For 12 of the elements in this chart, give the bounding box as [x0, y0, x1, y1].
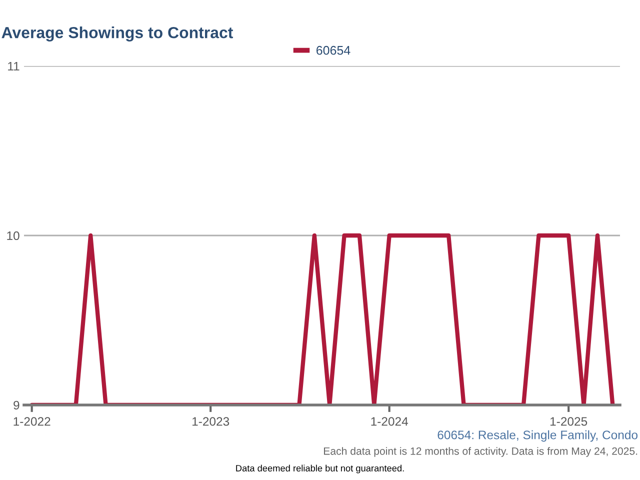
chart-title: Average Showings to Contract — [2, 26, 234, 42]
legend-label: 60654 — [316, 46, 350, 55]
x-tick-label: 1-2022 — [14, 417, 50, 426]
x-tick-label: 1-2025 — [550, 417, 588, 426]
x-tick-label: 1-2023 — [192, 417, 230, 426]
y-tick-label: 9 — [14, 400, 20, 410]
y-tick-label: 10 — [7, 231, 20, 240]
text: Data deemed reliable but not guaranteed. — [236, 464, 404, 474]
y-tick-label: 11 — [8, 62, 20, 70]
x-tick-label: 1-2024 — [371, 417, 408, 426]
text: 60654: Resale, Single Family, Condo — [438, 430, 638, 442]
text: Each data point is 12 months of activity. Data is from May 24, 2025. — [324, 447, 638, 457]
